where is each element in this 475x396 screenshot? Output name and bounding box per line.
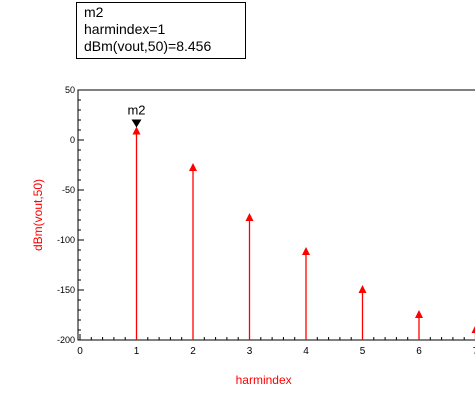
data-point-marker xyxy=(415,310,423,318)
plot-frame xyxy=(77,89,475,341)
x-tick-label: 4 xyxy=(303,346,309,357)
x-tick-label: 1 xyxy=(134,346,140,357)
marker-readout-box: m2 harmindex=1 dBm(vout,50)=8.456 xyxy=(76,2,246,59)
y-tick-label: -50 xyxy=(62,185,75,195)
x-axis-label: harmindex xyxy=(236,373,292,387)
x-tick-label: 7 xyxy=(473,346,475,357)
data-point-marker xyxy=(302,247,310,255)
marker-harmindex-value: harmindex=1 xyxy=(84,21,166,37)
x-tick-label: 3 xyxy=(247,346,253,357)
y-axis-label: dBm(vout,50) xyxy=(31,179,45,251)
x-tick-label: 2 xyxy=(190,346,196,357)
data-point-marker xyxy=(189,163,197,171)
y-tick-label: 50 xyxy=(65,85,75,95)
marker-label: m2 xyxy=(127,103,145,118)
data-point-marker xyxy=(471,326,475,333)
x-tick-label: 0 xyxy=(77,346,83,357)
y-tick-label: -150 xyxy=(57,285,75,295)
marker-name: m2 xyxy=(84,4,104,20)
data-point-marker xyxy=(132,126,141,135)
y-tick-label: -100 xyxy=(57,235,75,245)
data-point-marker xyxy=(358,285,367,293)
y-tick-label: 0 xyxy=(70,135,75,145)
y-tick-label: -200 xyxy=(57,335,75,345)
data-point-marker xyxy=(245,213,254,221)
x-tick-label: 6 xyxy=(416,346,422,357)
marker-dbm-value: dBm(vout,50)=8.456 xyxy=(84,38,212,54)
x-tick-label: 5 xyxy=(360,346,366,357)
marker-arrow-icon xyxy=(131,119,142,128)
